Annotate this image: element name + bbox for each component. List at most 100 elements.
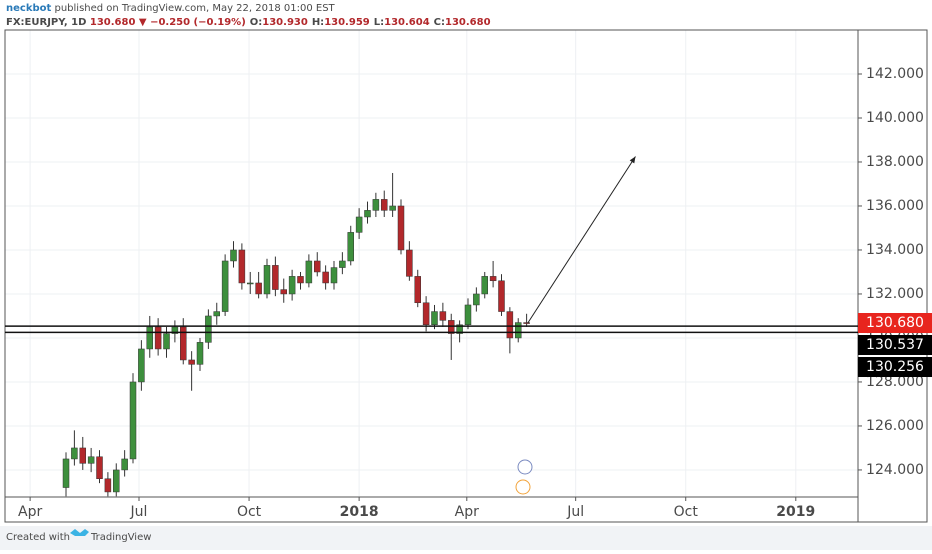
x-tick-label: 2018 <box>340 504 379 520</box>
candle-body <box>196 342 204 365</box>
candle-body <box>330 267 338 284</box>
arrow-head <box>629 156 636 164</box>
y-tick-label: 128.000 <box>866 374 924 390</box>
event-icon <box>515 479 531 495</box>
candle-body <box>297 276 304 284</box>
candle-body <box>121 458 128 471</box>
candle-body <box>71 447 78 460</box>
event-icon <box>517 459 533 475</box>
author: neckbot <box>6 3 52 14</box>
candle-body <box>146 326 154 350</box>
arrow-line <box>527 156 636 324</box>
candle-body <box>288 276 296 295</box>
candle-body <box>230 249 237 262</box>
x-tick-label: Jul <box>130 504 148 520</box>
symbol-line: FX:EURJPY, 1D 130.680 ▼ −0.250 (−0.19%) O… <box>6 17 491 28</box>
candle-body <box>313 260 321 273</box>
candle-body <box>439 311 447 321</box>
candle-body <box>339 260 346 268</box>
candle-body <box>447 320 455 334</box>
candle-body <box>514 322 522 339</box>
y-tick-label: 136.000 <box>866 198 924 214</box>
candle-body <box>489 276 497 282</box>
candle-body <box>389 205 396 211</box>
candle-body <box>154 326 162 350</box>
candle-body <box>406 249 413 277</box>
ohlc-value: 130.959 <box>324 17 370 28</box>
y-tick-label: 126.000 <box>866 418 924 434</box>
x-tick-label: Jul <box>566 504 584 520</box>
candle-body <box>180 326 187 361</box>
candle-body <box>473 293 480 306</box>
candle-body <box>506 311 514 339</box>
ohlc-value: 130.680 <box>445 17 491 28</box>
ohlc-label: H: <box>312 17 324 28</box>
x-tick-label: Oct <box>674 504 699 520</box>
candle-body <box>523 322 530 324</box>
candle-body <box>221 260 229 312</box>
candle-body <box>171 326 179 334</box>
ohlc-label: L: <box>374 17 384 28</box>
y-tick-label: 140.000 <box>866 110 924 126</box>
candle-body <box>498 280 505 312</box>
candle-body <box>104 478 112 493</box>
published: published on TradingView.com, May 22, 20… <box>54 3 335 14</box>
candle-body <box>87 456 95 464</box>
x-tick-label: Apr <box>18 504 42 520</box>
logo <box>70 529 89 536</box>
candle-body <box>372 199 380 211</box>
level-label: 130.537 <box>866 337 924 353</box>
candle-body <box>272 265 279 290</box>
candle-body <box>188 359 195 365</box>
candle-body <box>62 458 70 488</box>
y-tick-label: 134.000 <box>866 242 924 258</box>
candle-body <box>280 289 288 295</box>
candle-body <box>129 381 137 460</box>
candle-body <box>414 276 421 304</box>
ohlc-label: O: <box>250 17 263 28</box>
x-tick-label: Apr <box>455 504 479 520</box>
ohlc-value: 130.604 <box>384 17 430 28</box>
level-label-box <box>858 335 932 356</box>
header-line: neckbot published on TradingView.com, Ma… <box>6 3 336 14</box>
candle-body <box>263 265 271 295</box>
symbol: FX:EURJPY, 1D <box>6 17 86 28</box>
last-price-label-box <box>858 313 932 334</box>
candle-body <box>456 324 463 334</box>
level-label: 130.256 <box>866 359 924 375</box>
footer-brand: TradingView <box>90 532 151 543</box>
candle-body <box>96 456 103 479</box>
candle-body <box>255 282 262 295</box>
candle-body <box>364 210 371 218</box>
candle-body <box>380 199 388 211</box>
level-label-box <box>858 357 932 378</box>
y-tick-label: 124.000 <box>866 462 924 478</box>
candle-body <box>355 216 363 233</box>
footer-created: Created with <box>6 532 70 543</box>
plot-area <box>5 30 858 497</box>
change: ▼ −0.250 (−0.19%) <box>139 17 246 28</box>
x-tick-label: 2019 <box>776 504 815 520</box>
ohlc-value: 130.930 <box>262 17 308 28</box>
candle-body <box>163 333 170 350</box>
ohlc-label: C: <box>434 17 445 28</box>
frame <box>4 29 928 523</box>
candle-body <box>138 348 145 383</box>
candle-body <box>431 311 438 326</box>
candle-body <box>113 469 120 493</box>
y-tick-label: 138.000 <box>866 154 924 170</box>
candle-body <box>464 304 472 326</box>
last: 130.680 <box>90 17 136 28</box>
candle-body <box>422 302 430 326</box>
candle-body <box>322 271 329 284</box>
candle-body <box>205 315 212 343</box>
candle-body <box>481 276 488 295</box>
y-tick-label: 132.000 <box>866 286 924 302</box>
footer-bar <box>0 526 932 550</box>
x-tick-label: Oct <box>237 504 262 520</box>
last-price-label: 130.680 <box>866 315 924 331</box>
candle-body <box>79 447 87 464</box>
candle-body <box>247 282 254 285</box>
